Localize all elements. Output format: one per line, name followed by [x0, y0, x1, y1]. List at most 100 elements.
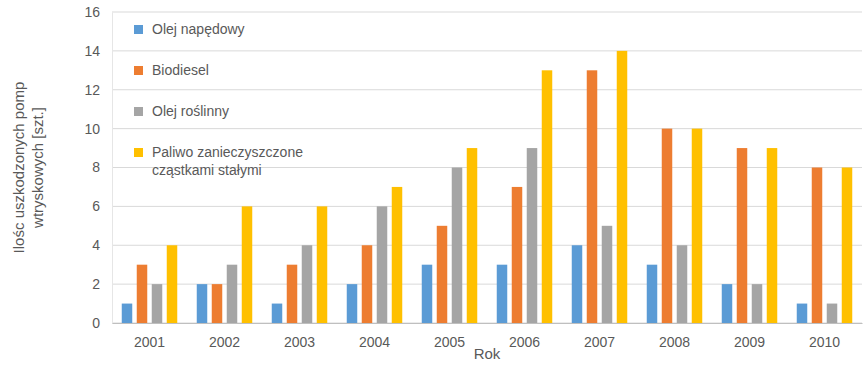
tick-label: 12 [84, 82, 100, 98]
tick: 8 [92, 159, 112, 175]
legend-label: Olej napędowy [152, 21, 245, 37]
grid-line [112, 323, 862, 324]
plot: 0 2 4 6 8 10 12 14 16 2001 2002 2003 2004 2005 2006 200… [84, 4, 862, 350]
bar [812, 168, 823, 324]
tick: 0 [92, 315, 112, 331]
bar [452, 168, 463, 324]
tick: 2001 [134, 323, 165, 350]
bar [512, 187, 523, 323]
bar [842, 168, 853, 324]
tick: 2009 [734, 323, 765, 350]
bar [152, 284, 163, 323]
bar [227, 265, 238, 323]
bar [602, 226, 613, 323]
series [122, 245, 808, 323]
tick-label: 2 [92, 276, 100, 292]
y-axis-title: Ilośc uszkodzonych pompwtryskowych [szt.… [10, 82, 46, 254]
bar [272, 304, 283, 323]
series [167, 51, 853, 323]
grid-line [112, 206, 862, 207]
tick-label: 2005 [434, 334, 465, 350]
tick: 2005 [434, 323, 465, 350]
bar [467, 148, 478, 323]
tick: 16 [84, 4, 112, 20]
tick: 10 [84, 121, 112, 137]
legend-label: Olej roślinny [152, 103, 229, 119]
tick: 2 [92, 276, 112, 292]
bars [122, 51, 853, 323]
bar [752, 284, 763, 323]
legend-swatch [134, 25, 143, 34]
bar [737, 148, 748, 323]
axis-line [112, 13, 113, 324]
bar [662, 129, 673, 323]
tick: 2002 [209, 323, 240, 350]
tick-label: 2001 [134, 334, 165, 350]
series [137, 70, 823, 323]
bar [692, 129, 703, 323]
legend-item: Paliwo zanieczyszczonecząstkami stałymi [134, 144, 303, 178]
grid [112, 12, 862, 323]
bar [587, 70, 598, 323]
tick: 2003 [284, 323, 315, 350]
legend-swatch [134, 66, 143, 75]
tick: 2007 [584, 323, 615, 350]
legend-swatch [134, 148, 143, 157]
grid-line [112, 284, 862, 285]
bar [647, 265, 658, 323]
bar [197, 284, 208, 323]
tick-label: 4 [92, 237, 100, 253]
grid-line [112, 245, 862, 246]
legend-label: Biodiesel [152, 62, 209, 78]
grid-line [112, 89, 862, 90]
tick-label: 2003 [284, 334, 315, 350]
legend-label: Paliwo zanieczyszczonecząstkami stałymi [152, 144, 303, 178]
tick-label: 2008 [659, 334, 690, 350]
bar [302, 245, 313, 323]
axis-line [113, 323, 863, 324]
tick-label: 2010 [809, 334, 840, 350]
bar [317, 206, 328, 323]
tick-label: 10 [84, 121, 100, 137]
bar [797, 304, 808, 323]
bar [422, 265, 433, 323]
bar [287, 265, 298, 323]
y-axis: 0 2 4 6 8 10 12 14 16 [84, 4, 112, 331]
tick-label: 2006 [509, 334, 540, 350]
bar [137, 265, 148, 323]
bar [572, 245, 583, 323]
bar [377, 206, 388, 323]
bar [437, 226, 448, 323]
bar [362, 245, 373, 323]
tick-label: 16 [84, 4, 100, 20]
bar [392, 187, 403, 323]
tick-label: 8 [92, 159, 100, 175]
tick-label: 2009 [734, 334, 765, 350]
bar [827, 304, 838, 323]
tick: 2004 [359, 323, 390, 350]
tick-label: 14 [84, 43, 100, 59]
tick: 2006 [509, 323, 540, 350]
bar [122, 304, 133, 323]
grid-line [112, 12, 862, 13]
grid-line [112, 128, 862, 129]
tick-label: 6 [92, 198, 100, 214]
tick: 2008 [659, 323, 690, 350]
tick: 2010 [809, 323, 840, 350]
bar [677, 245, 688, 323]
bar [722, 284, 733, 323]
tick-label: 2004 [359, 334, 390, 350]
tick: 14 [84, 43, 112, 59]
grid-line [112, 50, 862, 51]
bar [542, 70, 553, 323]
tick-label: 0 [92, 315, 100, 331]
tick-label: 2002 [209, 334, 240, 350]
bar [497, 265, 508, 323]
legend-item: Olej roślinny [134, 103, 229, 119]
bar [767, 148, 778, 323]
tick-label: 2007 [584, 334, 615, 350]
legend-item: Biodiesel [134, 62, 209, 78]
legend-item: Olej napędowy [134, 21, 245, 37]
legend: Olej napędowy Biodiesel Olej roślinny Paliw… [134, 21, 303, 178]
series [152, 148, 838, 323]
